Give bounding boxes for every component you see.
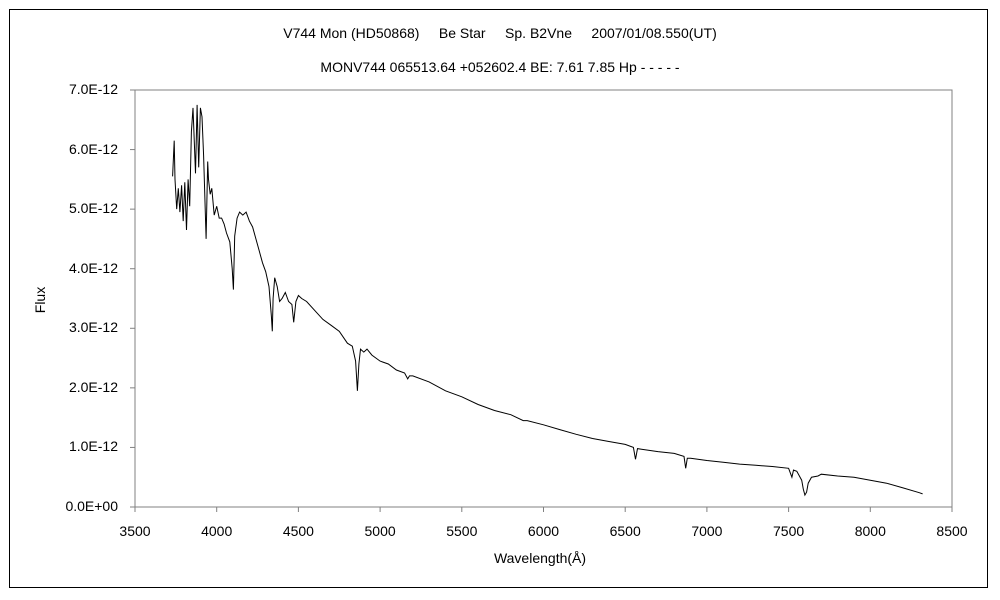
x-tick-label: 3500	[119, 523, 151, 539]
y-tick-label: 7.0E-12	[68, 81, 118, 97]
x-tick-label: 8000	[854, 523, 886, 539]
x-tick-label: 7000	[691, 523, 723, 539]
x-tick-label: 6000	[527, 523, 560, 539]
y-tick-label: 0.0E+00	[65, 498, 118, 514]
x-tick-label: 5500	[446, 523, 478, 539]
x-axis-label: Wavelength(Å)	[493, 550, 587, 566]
y-axis-label: Flux	[32, 286, 48, 314]
y-tick-label: 5.0E-12	[68, 200, 118, 217]
x-tick-label: 4500	[282, 523, 314, 539]
axis-ticks	[130, 89, 953, 512]
x-tick-label: 8500	[936, 523, 968, 539]
x-tick-label: 5000	[364, 523, 396, 539]
chart-title: V744 Mon (HD50868) Be Star Sp. B2Vne 200…	[283, 25, 717, 41]
plot-area	[134, 89, 953, 508]
y-tick-label: 6.0E-12	[68, 140, 118, 157]
y-tick-label: 3.0E-12	[68, 319, 118, 336]
y-tick-label: 2.0E-12	[68, 378, 118, 395]
y-tick-label: 4.0E-12	[68, 259, 118, 276]
chart-frame	[9, 9, 988, 588]
spectrum-series-line	[172, 104, 923, 497]
x-tick-label: 4000	[201, 523, 233, 539]
x-tick-label: 6500	[609, 523, 641, 539]
y-tick-label: 1.0E-12	[68, 438, 118, 455]
chart-subtitle: MONV744 065513.64 +052602.4 BE: 7.61 7.8…	[320, 59, 680, 75]
x-tick-label: 7500	[773, 523, 805, 539]
